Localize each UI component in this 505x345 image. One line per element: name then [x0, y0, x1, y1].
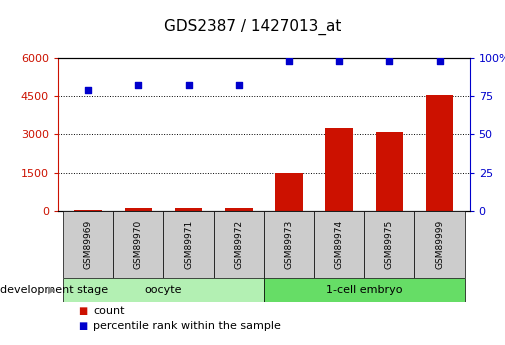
Point: [184, 82, 192, 88]
Bar: [264, 278, 465, 302]
Text: GSM89999: GSM89999: [435, 220, 444, 269]
Text: GSM89974: GSM89974: [335, 220, 343, 269]
Bar: [125, 208, 152, 211]
Text: GSM89969: GSM89969: [84, 220, 93, 269]
Point: [435, 58, 443, 63]
Text: ▶: ▶: [48, 285, 56, 295]
Text: GSM89973: GSM89973: [284, 220, 293, 269]
Bar: [325, 128, 353, 211]
Bar: [314, 211, 364, 278]
Bar: [74, 210, 102, 211]
Bar: [164, 211, 214, 278]
Text: oocyte: oocyte: [145, 285, 182, 295]
Text: percentile rank within the sample: percentile rank within the sample: [93, 322, 281, 332]
Bar: [415, 211, 465, 278]
Point: [235, 82, 243, 88]
Point: [385, 58, 393, 63]
Bar: [113, 211, 164, 278]
Text: GSM89971: GSM89971: [184, 220, 193, 269]
Text: 1-cell embryo: 1-cell embryo: [326, 285, 402, 295]
Bar: [63, 211, 113, 278]
Bar: [225, 208, 252, 211]
Text: GSM89970: GSM89970: [134, 220, 143, 269]
Bar: [63, 278, 264, 302]
Bar: [214, 211, 264, 278]
Text: GSM89972: GSM89972: [234, 220, 243, 269]
Text: GSM89975: GSM89975: [385, 220, 394, 269]
Bar: [364, 211, 415, 278]
Bar: [426, 95, 453, 211]
Point: [84, 87, 92, 92]
Point: [335, 58, 343, 63]
Text: ■: ■: [78, 306, 87, 316]
Bar: [376, 132, 403, 211]
Bar: [264, 211, 314, 278]
Text: count: count: [93, 306, 125, 316]
Text: ■: ■: [78, 322, 87, 332]
Text: GDS2387 / 1427013_at: GDS2387 / 1427013_at: [164, 19, 341, 35]
Bar: [275, 173, 303, 211]
Point: [134, 82, 142, 88]
Point: [285, 58, 293, 63]
Text: development stage: development stage: [0, 285, 108, 295]
Bar: [175, 208, 203, 211]
